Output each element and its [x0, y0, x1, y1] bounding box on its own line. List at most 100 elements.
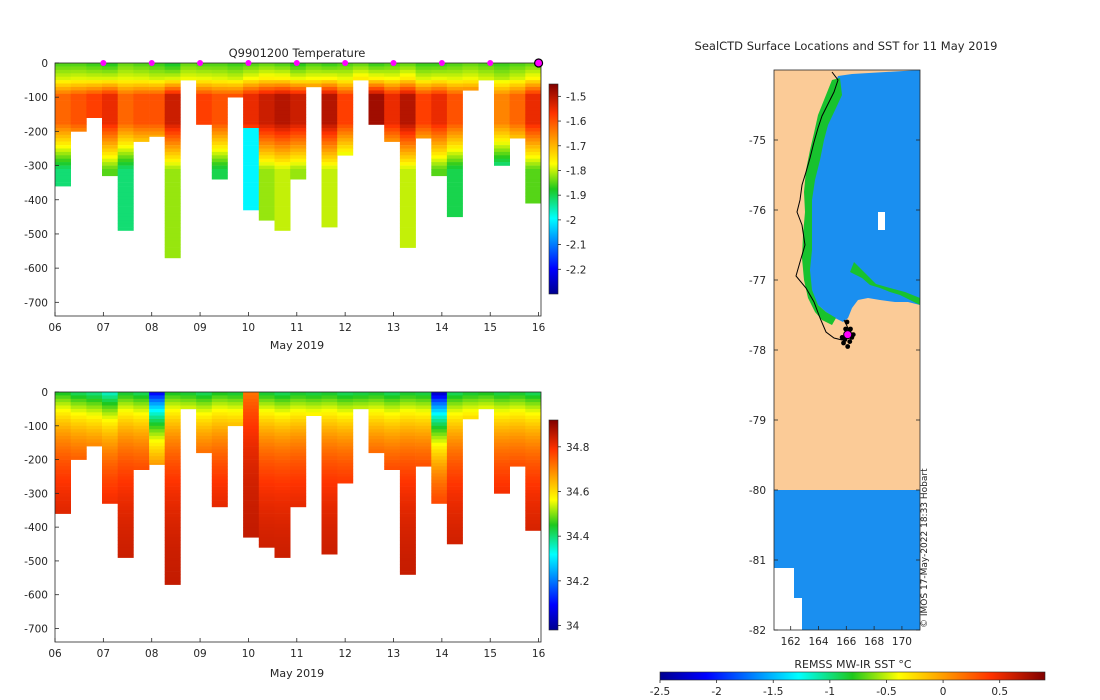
profile-cell: [117, 493, 134, 498]
profile-cell: [321, 117, 338, 122]
profile-cell: [290, 398, 307, 403]
profile-cell: [86, 114, 103, 118]
profile-cell: [102, 80, 118, 84]
profile-cell: [243, 483, 260, 487]
profile-cell: [337, 90, 354, 95]
profile-cell: [446, 107, 463, 112]
profile-cell: [274, 425, 291, 430]
profile-cell: [164, 442, 181, 447]
profile-cell: [494, 432, 510, 437]
profile-cell: [446, 179, 463, 183]
profile-cell: [274, 412, 291, 416]
y-tick-label: -200: [24, 455, 48, 467]
profile-cell: [243, 141, 260, 146]
profile-cell: [274, 459, 291, 464]
profile-cell: [258, 432, 275, 437]
profile-cell: [164, 567, 181, 572]
profile-cell: [70, 395, 87, 400]
sst-map-panel: SealCTD Surface Locations and SST for 11…: [650, 39, 1046, 698]
colorbar-tick-label: 34: [566, 621, 580, 633]
profile-cell: [337, 459, 354, 464]
profile-cell: [525, 121, 541, 125]
profile-cell: [70, 419, 87, 423]
profile-cell: [415, 121, 432, 125]
profile-cell: [117, 220, 134, 224]
profile-cell: [258, 493, 275, 498]
profile-cell: [399, 473, 416, 477]
profile-cell: [164, 405, 181, 410]
profile-cell: [55, 432, 71, 437]
profile-cell: [258, 446, 275, 450]
profile-cell: [337, 100, 354, 105]
profile-cell: [290, 415, 307, 420]
profile-cell: [399, 230, 416, 235]
profile-cell: [243, 500, 260, 504]
profile-cell: [321, 419, 338, 423]
profile-cell: [164, 486, 181, 491]
profile-cell: [525, 486, 541, 491]
profile-cell: [446, 76, 463, 81]
profile-cell: [243, 165, 260, 170]
profile-cell: [399, 182, 416, 187]
profile-cell: [462, 412, 479, 416]
profile-cell: [462, 63, 479, 67]
profile-cell: [86, 90, 103, 95]
profile-cell: [274, 429, 291, 433]
profile-cell: [149, 107, 166, 112]
profile-cell: [86, 408, 103, 413]
profile-cell: [258, 540, 275, 545]
profile-cell: [321, 435, 338, 440]
profile-cell: [55, 500, 71, 504]
profile-cell: [337, 469, 354, 474]
profile-cell: [431, 442, 448, 447]
profile-cell: [258, 398, 275, 403]
profile-cell: [431, 169, 448, 173]
profile-cell: [337, 114, 354, 118]
profile-cell: [431, 76, 448, 81]
profile-cell: [164, 121, 181, 125]
profile-cell: [243, 124, 260, 129]
profile-cell: [494, 452, 510, 457]
profile-cell: [211, 392, 228, 396]
profile-cell: [164, 233, 181, 238]
profile-cell: [399, 408, 416, 413]
profile-cell: [117, 395, 134, 400]
profile-cell: [399, 544, 416, 548]
profile-cell: [337, 462, 354, 467]
profile-cell: [494, 155, 510, 159]
profile-cell: [133, 395, 150, 400]
profile-cell: [321, 162, 338, 166]
profile-cell: [337, 398, 354, 403]
colorbar-tick-label: -1.6: [566, 116, 587, 128]
profile-cell: [274, 527, 291, 531]
profile-cell: [227, 63, 244, 67]
profile-cell: [431, 93, 448, 98]
profile-cell: [290, 412, 307, 416]
profile-cell: [446, 158, 463, 163]
colorbar-tick-label: -1.7: [566, 141, 587, 153]
profile-cell: [55, 179, 71, 183]
profile-cell: [321, 517, 338, 521]
profile-cell: [149, 395, 166, 400]
profile-cell: [415, 104, 432, 108]
profile-cell: [431, 83, 448, 88]
profile-cell: [525, 175, 541, 180]
profile-cell: [196, 86, 213, 91]
no-data-corner-2: [794, 598, 802, 630]
profile-cell: [368, 114, 385, 118]
profile-cell: [258, 93, 275, 98]
profile-cell: [290, 503, 307, 508]
profile-cell: [70, 83, 87, 88]
profile-cell: [446, 405, 463, 410]
profile-cell: [211, 175, 228, 180]
temperature-colorbar-ticks: -1.5-1.6-1.7-1.8-1.9-2-2.1-2.2: [558, 91, 587, 276]
profile-cell: [509, 121, 526, 125]
profile-cell: [274, 165, 291, 170]
y-tick-label: -100: [24, 92, 48, 104]
profile-cell: [384, 402, 401, 406]
profile-cell: [211, 148, 228, 153]
profile-cell: [164, 247, 181, 252]
profile-cell: [258, 117, 275, 122]
profile-cell: [399, 240, 416, 245]
profile-cell: [274, 148, 291, 153]
